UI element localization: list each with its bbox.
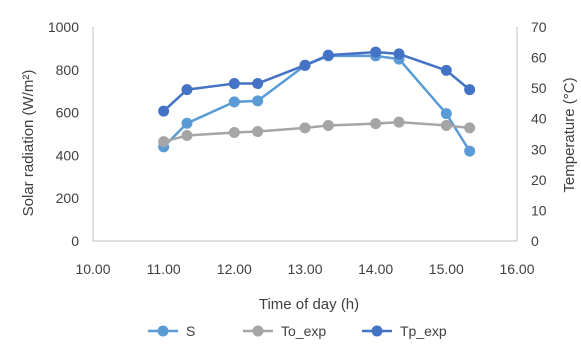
legend-label: Tp_exp <box>400 323 447 339</box>
series-line-s <box>162 54 471 152</box>
legend-swatch-marker <box>371 325 383 337</box>
data-point <box>252 95 264 107</box>
data-point <box>440 119 452 131</box>
data-point <box>370 118 382 130</box>
legend: S To_exp Tp_exp <box>148 323 447 339</box>
right-y-tick-labels: 0 10 20 30 40 50 60 70 <box>531 19 547 249</box>
data-point <box>158 136 170 148</box>
data-point <box>181 130 193 142</box>
legend-swatch-marker <box>157 325 169 337</box>
x-tick-label: 16.00 <box>499 261 534 277</box>
left-y-tick-label: 1000 <box>48 19 79 35</box>
data-point <box>181 117 193 129</box>
data-point <box>464 84 476 96</box>
left-y-tick-label: 400 <box>56 147 80 163</box>
left-y-axis-title: Solar radiation (W/m²) <box>20 70 37 217</box>
data-point <box>252 126 264 138</box>
data-point <box>299 122 311 134</box>
data-point <box>322 119 334 131</box>
legend-label: To_exp <box>281 323 326 339</box>
x-tick-label: 11.00 <box>147 261 181 277</box>
series-group <box>158 46 476 157</box>
data-point <box>464 122 476 134</box>
plot-area <box>92 27 518 242</box>
legend-item: Tp_exp <box>362 323 447 339</box>
legend-swatch-marker <box>252 325 264 337</box>
right-y-tick-label: 20 <box>531 172 547 188</box>
data-point <box>464 145 476 157</box>
data-point <box>440 108 452 120</box>
right-y-tick-label: 30 <box>531 141 547 157</box>
right-y-tick-label: 40 <box>531 111 547 127</box>
data-point <box>370 46 382 58</box>
x-tick-label: 14.00 <box>358 261 393 277</box>
x-tick-label: 13.00 <box>287 261 322 277</box>
left-y-tick-label: 0 <box>71 233 79 249</box>
left-y-tick-label: 200 <box>56 190 80 206</box>
legend-label: S <box>186 323 195 339</box>
legend-item: To_exp <box>243 323 326 339</box>
left-y-tick-labels: 0 200 400 600 800 1000 <box>48 19 79 249</box>
data-point <box>322 49 334 61</box>
series-line-to-exp <box>163 120 470 143</box>
data-point <box>228 78 240 90</box>
right-y-tick-label: 70 <box>531 19 547 35</box>
right-y-tick-label: 50 <box>531 80 547 96</box>
data-point <box>228 96 240 108</box>
right-y-tick-label: 10 <box>531 202 547 218</box>
data-point <box>440 64 452 76</box>
data-point <box>299 59 311 71</box>
x-axis-title: Time of day (h) <box>259 296 359 313</box>
right-y-axis-title: Temperature (°C) <box>561 77 578 192</box>
x-tick-label: 12.00 <box>217 261 252 277</box>
data-point <box>393 48 405 60</box>
legend-item: S <box>148 323 195 339</box>
x-tick-label: 15.00 <box>429 261 464 277</box>
right-y-tick-label: 0 <box>531 233 539 249</box>
data-point <box>228 126 240 138</box>
data-point <box>181 84 193 96</box>
data-point <box>252 78 264 90</box>
data-point <box>158 105 170 117</box>
x-tick-label: 10.00 <box>75 261 110 277</box>
series-line-tp-exp <box>162 50 471 112</box>
left-y-tick-label: 800 <box>56 62 80 78</box>
x-tick-labels: 10.00 11.00 12.00 13.00 14.00 15.00 16.00 <box>75 261 534 277</box>
left-y-tick-label: 600 <box>56 105 80 121</box>
right-y-tick-label: 60 <box>531 50 547 66</box>
data-point <box>393 116 405 128</box>
